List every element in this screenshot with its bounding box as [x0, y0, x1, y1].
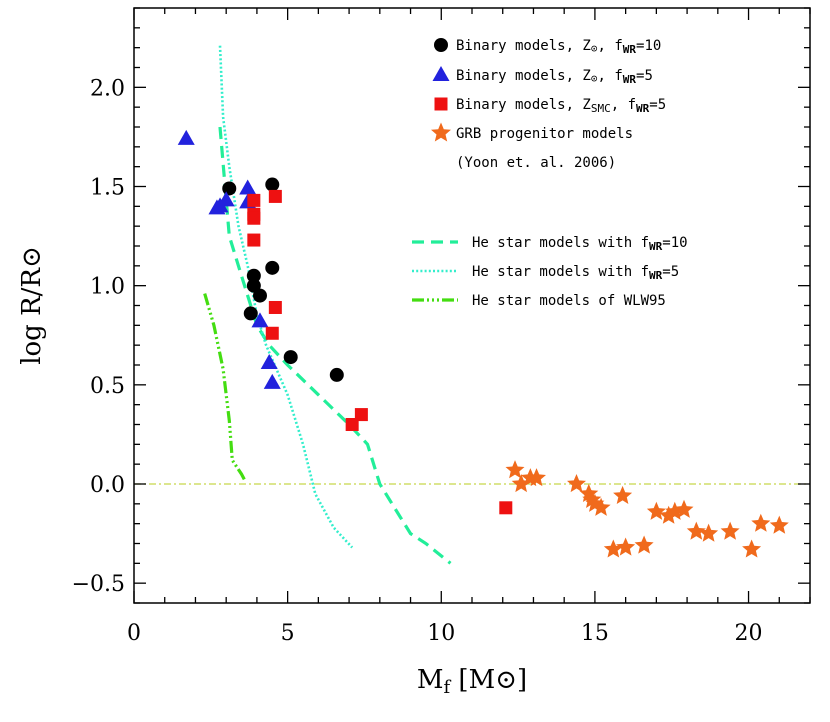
series-1-point-7	[260, 354, 278, 370]
legend-label-4: He star models with fWR=10	[472, 235, 688, 253]
series-3-point-21	[751, 513, 771, 532]
legend-label-0: Binary models, Z⊙, fWR=10	[456, 38, 661, 56]
series-3-point-10	[603, 539, 623, 558]
y-tick-label: 1.5	[90, 176, 125, 201]
legend-marker-3	[431, 122, 451, 142]
series-3-point-11	[616, 537, 636, 556]
series-1-point-3	[217, 191, 235, 207]
series-3-point-9	[613, 485, 633, 504]
series-0-point-3	[265, 260, 280, 275]
y-tick-label: 1.0	[90, 275, 125, 300]
legend-label-6: He star models of WLW95	[472, 293, 666, 309]
legend-label-1: Binary models, Z⊙, fWR=5	[456, 68, 653, 86]
series-1-point-0	[177, 129, 195, 145]
series-2-point-3	[247, 211, 261, 225]
series-1-point-8	[263, 373, 281, 389]
series-0-point-5	[252, 288, 267, 303]
legend-label-3: GRB progenitor models	[456, 126, 633, 142]
series-2-point-7	[354, 408, 368, 422]
series-3-point-22	[769, 515, 789, 534]
series-3-point-1	[511, 474, 531, 493]
series-2-point-0	[268, 189, 282, 203]
series-0-point-1	[265, 177, 280, 192]
series-3-point-13	[646, 501, 666, 520]
x-tick-label: 15	[581, 621, 609, 646]
series-3-point-17	[686, 521, 706, 540]
x-tick-label: 20	[735, 621, 763, 646]
x-tick-label: 0	[127, 621, 141, 646]
y-tick-label: −0.5	[72, 572, 125, 597]
series-3-point-14	[659, 505, 679, 524]
series-2-point-6	[265, 326, 279, 340]
x-tick-label: 10	[427, 621, 455, 646]
series-line-5	[218, 45, 354, 549]
series-2-point-1	[247, 193, 261, 207]
series-2-point-9	[499, 501, 513, 515]
series-2-point-8	[345, 418, 359, 431]
legend-sublabel-3: (Yoon et. al. 2006)	[456, 155, 616, 171]
x-axis-title: Mf [M⊙]	[417, 665, 527, 698]
series-0-point-2	[246, 268, 261, 283]
legend-label-2: Binary models, ZSMC, fWR=5	[456, 97, 666, 115]
series-3-point-0	[505, 460, 525, 479]
series-3-point-16	[674, 499, 694, 518]
series-2-point-4	[247, 233, 261, 247]
y-tick-label: 0.5	[90, 374, 125, 399]
series-1-point-4	[239, 179, 257, 195]
series-3-point-20	[742, 539, 762, 558]
series-3-point-19	[720, 521, 740, 540]
series-1-point-6	[251, 312, 269, 328]
series-line-4	[218, 126, 452, 565]
series-3-point-12	[634, 535, 654, 554]
series-3-point-8	[591, 497, 611, 516]
series-line-6	[203, 293, 247, 481]
legend: Binary models, Z⊙, fWR=10 Binary models, …	[412, 38, 688, 309]
y-tick-label: 2.0	[90, 76, 125, 101]
series-0-point-6	[243, 306, 258, 321]
axis-ticks: 0 5 10 15 20 −0.5 0.0 0.5 1.0 1.5 2.0	[72, 7, 811, 646]
marker-layer	[177, 129, 789, 558]
y-tick-label: 0.0	[90, 473, 125, 498]
series-0-point-0	[222, 181, 237, 196]
legend-marker-2	[434, 97, 448, 111]
x-tick-label: 5	[281, 621, 295, 646]
legend-marker-0	[434, 38, 448, 52]
series-2-point-5	[268, 300, 282, 314]
legend-marker-1	[432, 66, 450, 81]
curve-layer	[203, 45, 452, 565]
series-0-point-8	[329, 367, 344, 382]
series-0-point-7	[283, 350, 298, 365]
legend-label-5: He star models with fWR=5	[472, 264, 679, 282]
series-3-point-4	[567, 474, 586, 493]
y-axis-title: log R/R⊙	[17, 246, 47, 365]
series-3-point-3	[527, 468, 546, 487]
series-3-point-18	[699, 523, 719, 542]
